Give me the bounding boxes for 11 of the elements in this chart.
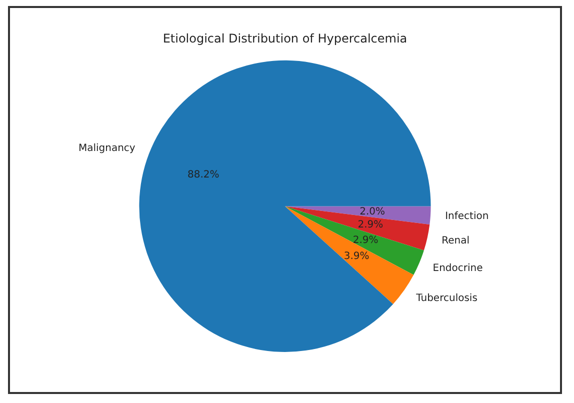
- data-label: 88.2%: [187, 169, 220, 180]
- slice-label: Infection: [445, 210, 489, 222]
- data-label: 3.9%: [344, 251, 370, 262]
- data-label: 2.0%: [360, 206, 386, 218]
- slice-label: Renal: [442, 235, 470, 246]
- slice-label: Tuberculosis: [415, 293, 478, 304]
- slice-label: Malignancy: [78, 143, 136, 154]
- slice-label: Endocrine: [432, 263, 483, 274]
- data-label: 2.9%: [352, 234, 378, 246]
- chart-title: Etiological Distribution of Hypercalcemia: [162, 31, 408, 46]
- data-label: 2.9%: [358, 220, 384, 231]
